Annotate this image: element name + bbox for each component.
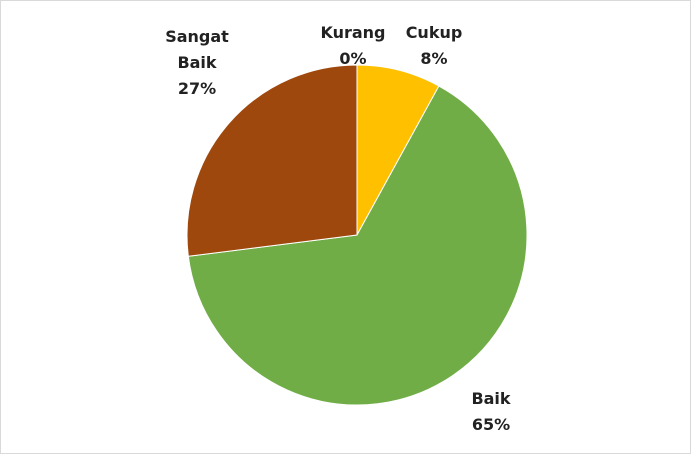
pie-slice bbox=[186, 64, 358, 257]
value-label: 0% bbox=[339, 49, 367, 68]
value-label: 8% bbox=[420, 49, 448, 68]
data-label: Baik 65% bbox=[451, 386, 531, 438]
data-label: Cukup 8% bbox=[394, 20, 474, 72]
value-label: 65% bbox=[471, 415, 511, 434]
category-label: Kurang bbox=[320, 23, 386, 42]
category-label: Sangat Baik bbox=[165, 27, 229, 72]
category-label: Cukup bbox=[405, 23, 463, 42]
data-label: Sangat Baik 27% bbox=[161, 24, 233, 102]
data-label: Kurang 0% bbox=[313, 20, 393, 72]
pie-slice bbox=[187, 85, 528, 406]
category-label: Baik bbox=[471, 389, 511, 408]
value-label: 27% bbox=[177, 79, 217, 98]
